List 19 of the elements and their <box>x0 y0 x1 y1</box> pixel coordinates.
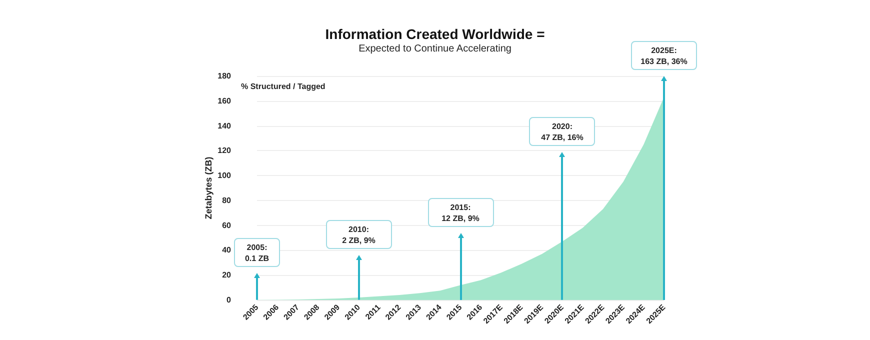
callout: 2015: 12 ZB, 9% <box>428 198 494 227</box>
y-tick-label: 100 <box>218 171 232 180</box>
y-tick-label: 0 <box>226 296 232 304</box>
y-tick-label: 40 <box>222 246 232 255</box>
y-tick-label: 140 <box>218 121 232 130</box>
callout: 2010: 2 ZB, 9% <box>326 220 392 250</box>
y-tick-label: 180 <box>218 72 232 80</box>
callout: 2020: 47 ZB, 16% <box>529 117 596 146</box>
callout: 2025E: 163 ZB, 36% <box>631 41 697 70</box>
y-tick-label: 160 <box>218 96 232 106</box>
chart-subtitle: Expected to Continue Accelerating <box>358 44 512 54</box>
callout: 2005: 0.1 ZB <box>234 238 280 268</box>
chart-title: Information Created Worldwide = <box>325 26 545 42</box>
y-tick-label: 60 <box>222 220 232 230</box>
y-tick-label: 120 <box>218 146 232 156</box>
y-tick-label: 20 <box>222 270 232 280</box>
y-axis-title: Zetabytes (ZB) <box>204 156 214 220</box>
y-tick-label: 80 <box>222 196 232 205</box>
annotation: % Structured / Tagged <box>241 82 326 91</box>
